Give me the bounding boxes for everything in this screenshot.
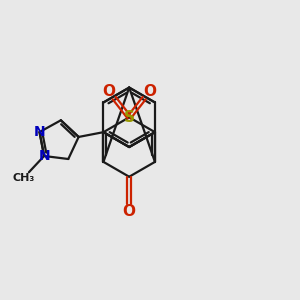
Text: O: O [123,204,136,219]
Text: O: O [143,84,156,99]
Text: S: S [124,110,135,125]
Text: CH₃: CH₃ [13,173,35,183]
Text: N: N [38,149,50,163]
Text: O: O [102,84,115,99]
Text: N: N [34,125,45,139]
